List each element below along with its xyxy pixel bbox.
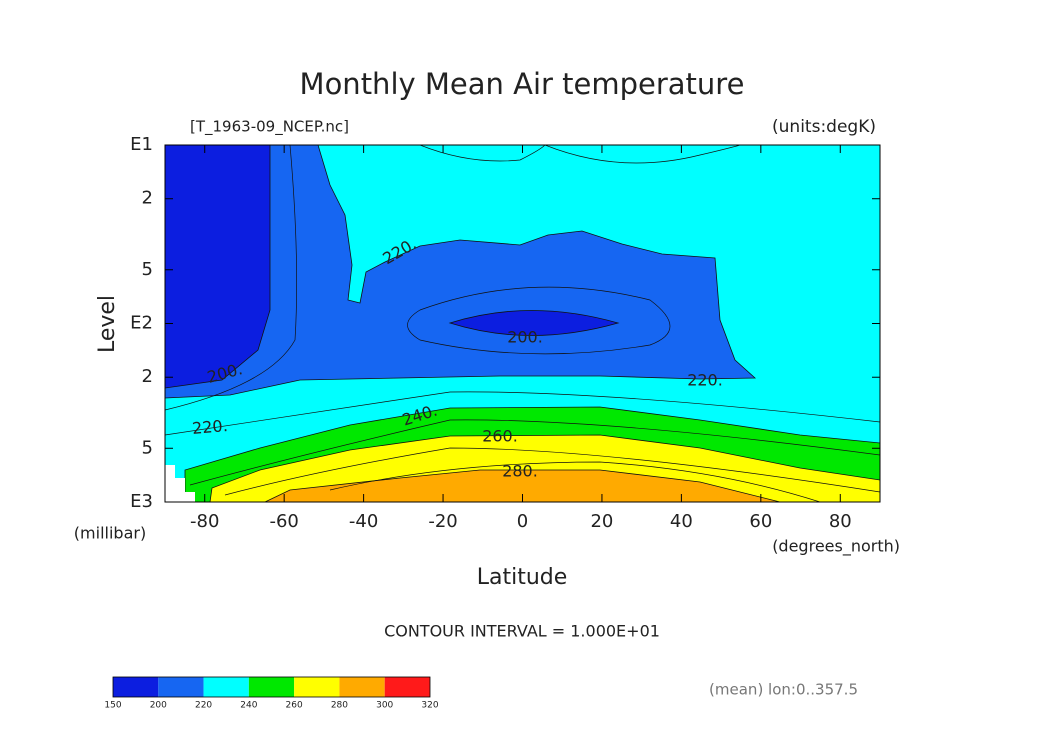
contour-label: 200.: [507, 328, 543, 347]
colorbar-swatch: [113, 677, 159, 697]
footer: (mean) lon:0..357.5: [709, 681, 858, 699]
regions: [165, 145, 880, 502]
colorbar-swatch: [384, 677, 430, 697]
colorbar-label: 260: [286, 701, 303, 711]
contour-line: [165, 391, 880, 436]
contour-region: [165, 145, 271, 389]
contour-line: [189, 419, 880, 486]
contour-label: 220.: [191, 416, 228, 438]
contour-label: 280.: [502, 462, 538, 481]
y-tick-label: E1: [130, 134, 153, 155]
contour-region: [264, 469, 781, 502]
x-tick-label: -20: [428, 511, 457, 532]
colorbar-label: 320: [421, 701, 438, 711]
y-axis-title: Level: [95, 295, 120, 353]
y-tick-label: 5: [142, 259, 153, 280]
contour-label: 220.: [687, 371, 723, 390]
contour-line: [419, 145, 546, 162]
y-units: (millibar): [74, 524, 146, 543]
y-tick-label: E2: [130, 313, 153, 334]
contour-interval: CONTOUR INTERVAL = 1.000E+01: [384, 622, 660, 641]
x-tick-label: 80: [829, 511, 852, 532]
chart-title: Monthly Mean Air temperature: [300, 67, 745, 101]
contour-line: [224, 447, 880, 496]
plot-area: 220.200.200. 220.220. 240.260.280.: [164, 144, 881, 503]
missing-area: [165, 465, 195, 502]
x-tick-label: 20: [590, 511, 613, 532]
contour-region: [448, 310, 620, 336]
y-tick-label: E3: [130, 491, 153, 512]
units-label: (units:degK): [772, 117, 876, 137]
source-label: [T_1963-09_NCEP.nc]: [190, 118, 349, 137]
contour-label: 260.: [482, 427, 518, 446]
colorbar-frame: [112, 676, 431, 698]
x-tick-label: -80: [190, 511, 219, 532]
x-tick-label: 0: [517, 511, 528, 532]
x-axis-title: Latitude: [477, 565, 568, 590]
colorbar-label: 240: [240, 701, 257, 711]
colorbar-swatch: [203, 677, 249, 697]
x-tick-label: 60: [749, 511, 772, 532]
colorbar-label: 150: [104, 701, 121, 711]
colorbar-label: 220: [195, 701, 212, 711]
x-tick-label: -60: [269, 511, 298, 532]
colorbar-swatch: [294, 677, 340, 697]
contour-line: [544, 145, 741, 164]
contour-line: [407, 286, 671, 355]
x-tick-label: -40: [349, 511, 378, 532]
colorbar-label: 200: [150, 701, 167, 711]
colorbar-label: 280: [331, 701, 348, 711]
x-units: (degrees_north): [772, 537, 900, 557]
contour-region: [165, 145, 757, 399]
colorbar-swatch: [158, 677, 204, 697]
colorbar-label: 300: [376, 701, 393, 711]
colorbar-swatch: [339, 677, 385, 697]
y-tick-label: 2: [142, 366, 153, 387]
y-tick-label: 5: [142, 437, 153, 458]
x-tick-label: 40: [670, 511, 693, 532]
y-tick-label: 2: [142, 188, 153, 209]
colorbar-swatch: [248, 677, 295, 697]
contour-line: [165, 145, 298, 411]
contour-line: [329, 461, 821, 502]
